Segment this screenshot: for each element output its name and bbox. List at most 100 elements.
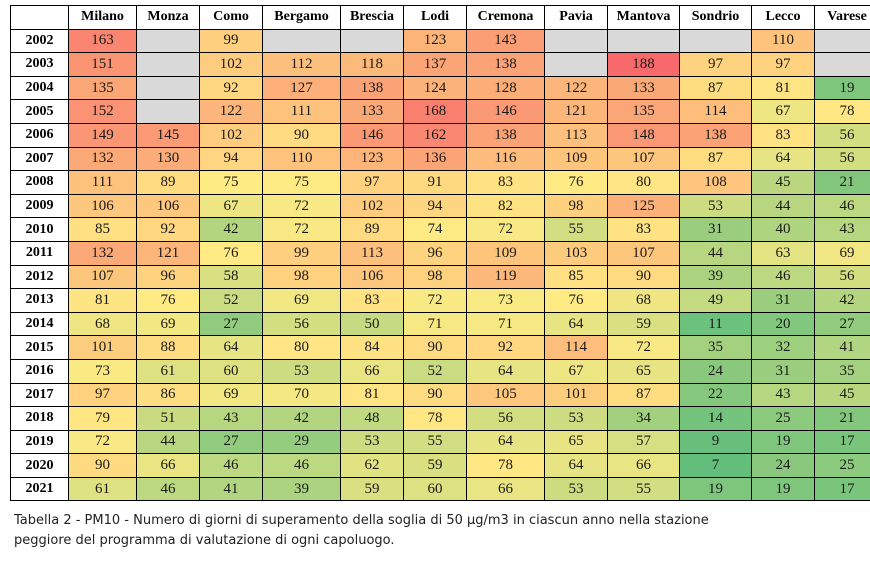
value-cell: 124	[403, 75, 467, 101]
value-cell: 43	[814, 217, 870, 242]
value-cell: 94	[199, 146, 263, 172]
table-row: 2019 72 44 27 29 53 55 64 65 57 9 19 17	[10, 429, 870, 455]
table-row: 2016 73 61 60 53 66 52 64 67 65 24 31 35	[10, 358, 870, 384]
value-cell: 98	[403, 264, 467, 290]
value-cell: 146	[340, 122, 404, 148]
value-cell: 66	[466, 476, 545, 502]
value-cell: 59	[607, 311, 680, 337]
value-cell: 90	[262, 122, 341, 148]
value-cell: 168	[403, 99, 467, 124]
value-cell: 53	[544, 406, 608, 431]
value-cell: 24	[751, 453, 815, 478]
row-header-year: 2014	[10, 311, 69, 337]
value-cell: 108	[679, 170, 752, 195]
value-cell: 21	[814, 406, 870, 431]
value-cell: 113	[544, 122, 608, 148]
value-cell: 41	[814, 335, 870, 360]
value-cell: 64	[544, 453, 608, 478]
empty-cell	[814, 52, 870, 77]
value-cell: 21	[814, 170, 870, 195]
value-cell: 133	[607, 75, 680, 101]
table-row: 2008 111 89 75 75 97 91 83 76 80 108 45 21	[10, 170, 870, 195]
value-cell: 57	[607, 429, 680, 455]
value-cell: 106	[68, 193, 137, 219]
value-cell: 58	[199, 264, 263, 290]
table-row: 2013 81 76 52 69 83 72 73 76 68 49 31 42	[10, 288, 870, 313]
empty-cell	[136, 99, 200, 124]
value-cell: 99	[199, 28, 263, 54]
row-header-year: 2004	[10, 75, 69, 101]
value-cell: 67	[199, 193, 263, 219]
table-row: 2018 79 51 43 42 48 78 56 53 34 14 25 21	[10, 406, 870, 431]
value-cell: 53	[544, 476, 608, 502]
table-row: 2015 101 88 64 80 84 90 92 114 72 35 32 41	[10, 335, 870, 360]
value-cell: 86	[136, 382, 200, 408]
value-cell: 122	[544, 75, 608, 101]
value-cell: 99	[262, 240, 341, 266]
value-cell: 68	[607, 288, 680, 313]
column-header-lodi: Lodi	[403, 5, 467, 30]
value-cell: 67	[751, 99, 815, 124]
value-cell: 56	[466, 406, 545, 431]
row-header-year: 2015	[10, 335, 69, 360]
value-cell: 42	[262, 406, 341, 431]
value-cell: 135	[68, 75, 137, 101]
value-cell: 138	[466, 52, 545, 77]
value-cell: 65	[544, 429, 608, 455]
table-row: 2017 97 86 69 70 81 90 105 101 87 22 43 45	[10, 382, 870, 408]
table-row: 2005 152 122 111 133 168 146 121 135 114 67 78	[10, 99, 870, 124]
value-cell: 42	[199, 217, 263, 242]
value-cell: 19	[751, 476, 815, 502]
value-cell: 51	[136, 406, 200, 431]
value-cell: 107	[68, 264, 137, 290]
value-cell: 152	[68, 99, 137, 124]
value-cell: 39	[262, 476, 341, 502]
value-cell: 24	[679, 358, 752, 384]
value-cell: 65	[607, 358, 680, 384]
table-row: 2006 149 145 102 90 146 162 138 113 148 138 83 56	[10, 122, 870, 148]
value-cell: 69	[199, 382, 263, 408]
value-cell: 72	[403, 288, 467, 313]
value-cell: 43	[199, 406, 263, 431]
table-caption: Tabella 2 - PM10 - Numero di giorni di s…	[14, 511, 854, 551]
empty-cell	[814, 28, 870, 54]
caption-line-2: peggiore del programma di valutazione di…	[14, 533, 395, 548]
value-cell: 119	[466, 264, 545, 290]
value-cell: 46	[136, 476, 200, 502]
value-cell: 55	[607, 476, 680, 502]
value-cell: 66	[607, 453, 680, 478]
value-cell: 42	[814, 288, 870, 313]
value-cell: 109	[544, 146, 608, 172]
value-cell: 73	[466, 288, 545, 313]
value-cell: 64	[751, 146, 815, 172]
value-cell: 102	[199, 122, 263, 148]
value-cell: 20	[751, 311, 815, 337]
value-cell: 44	[679, 240, 752, 266]
value-cell: 114	[544, 335, 608, 360]
value-cell: 137	[403, 52, 467, 77]
value-cell: 73	[68, 358, 137, 384]
value-cell: 162	[403, 122, 467, 148]
value-cell: 50	[340, 311, 404, 337]
value-cell: 107	[607, 240, 680, 266]
value-cell: 72	[607, 335, 680, 360]
row-header-year: 2010	[10, 217, 69, 242]
value-cell: 76	[199, 240, 263, 266]
value-cell: 135	[607, 99, 680, 124]
value-cell: 70	[262, 382, 341, 408]
value-cell: 80	[262, 335, 341, 360]
value-cell: 78	[466, 453, 545, 478]
value-cell: 88	[136, 335, 200, 360]
value-cell: 69	[814, 240, 870, 266]
table-row: 2003 151 102 112 118 137 138 188 97 97	[10, 52, 870, 77]
value-cell: 61	[68, 476, 137, 502]
value-cell: 90	[68, 453, 137, 478]
value-cell: 113	[340, 240, 404, 266]
value-cell: 71	[466, 311, 545, 337]
value-cell: 138	[679, 122, 752, 148]
value-cell: 55	[544, 217, 608, 242]
value-cell: 83	[607, 217, 680, 242]
value-cell: 76	[136, 288, 200, 313]
value-cell: 110	[262, 146, 341, 172]
value-cell: 52	[403, 358, 467, 384]
